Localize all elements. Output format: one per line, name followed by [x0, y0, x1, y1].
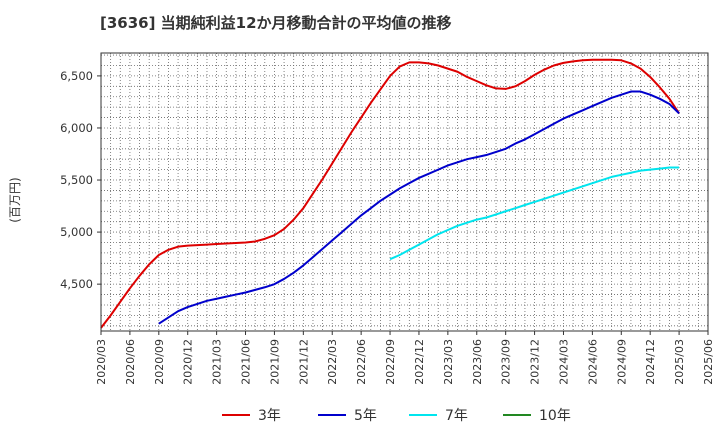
y-axis-label: (百万円) [8, 177, 22, 222]
x-tick-label: 2025/06 [702, 339, 715, 385]
x-tick-label: 2021/06 [240, 339, 253, 385]
y-axis-ticks: 4,500 5,000 5,500 6,000 6,500 [60, 69, 101, 291]
x-tick-label: 2024/12 [644, 339, 657, 385]
x-tick-label: 2020/12 [182, 339, 195, 385]
legend: 3年 5年 7年 10年 [222, 408, 571, 424]
series-line-3年 [100, 58, 680, 329]
x-tick-label: 2024/03 [557, 339, 570, 385]
x-tick-label: 2023/03 [442, 339, 455, 385]
series-line-7年 [389, 166, 680, 261]
series-layer [100, 58, 680, 329]
series-line-5年 [158, 90, 680, 325]
x-tick-label: 2021/03 [211, 339, 224, 385]
legend-label: 3年 [258, 408, 281, 424]
x-tick-label: 2022/03 [326, 339, 339, 385]
x-tick-label: 2022/06 [355, 339, 368, 385]
legend-label: 7年 [445, 408, 468, 424]
x-tick-label: 2024/09 [615, 339, 628, 385]
x-tick-label: 2024/06 [586, 339, 599, 385]
x-tick-label: 2020/09 [153, 339, 166, 385]
x-axis-ticks: 2020/03 2020/06 2020/09 2020/12 2021/03 2021/… [95, 331, 715, 385]
x-tick-label: 2021/12 [297, 339, 310, 385]
x-tick-label: 2023/06 [471, 339, 484, 385]
y-tick-label: 4,500 [60, 277, 93, 291]
y-tick-label: 6,500 [60, 69, 93, 83]
y-tick-label: 5,500 [60, 173, 93, 187]
legend-label: 5年 [354, 408, 377, 424]
x-tick-label: 2021/09 [268, 339, 281, 385]
grid [101, 53, 708, 331]
x-tick-label: 2020/06 [124, 339, 137, 385]
x-tick-label: 2023/12 [529, 339, 542, 385]
y-tick-label: 5,000 [60, 225, 93, 239]
chart-title: [3636] 当期純利益12か月移動合計の平均値の推移 [100, 14, 452, 32]
y-tick-label: 6,000 [60, 121, 93, 135]
x-tick-label: 2022/12 [413, 339, 426, 385]
legend-label: 10年 [539, 408, 571, 424]
plot-area-frame [100, 52, 709, 332]
x-tick-label: 2022/09 [384, 339, 397, 385]
x-tick-label: 2020/03 [95, 339, 108, 385]
x-tick-label: 2025/03 [673, 339, 686, 385]
x-tick-label: 2023/09 [500, 339, 513, 385]
